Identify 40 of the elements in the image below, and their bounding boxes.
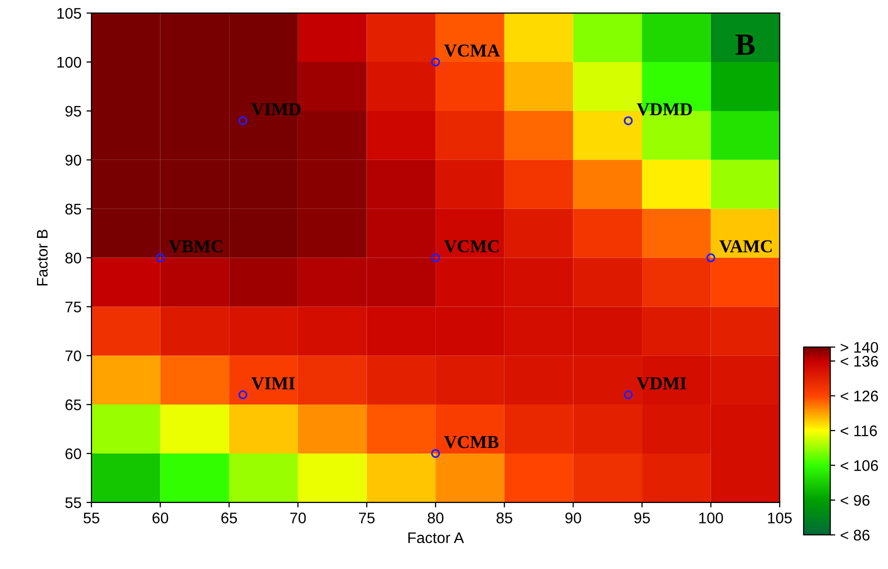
color-bar-label: < 96 — [840, 494, 870, 506]
y-axis-title: Factor B — [37, 230, 48, 286]
x-tick-label: 105 — [768, 512, 792, 524]
x-tick-label: 60 — [152, 512, 168, 524]
y-tick-label: 80 — [65, 252, 82, 264]
y-tick-label: 70 — [66, 350, 82, 362]
x-tick-label: 80 — [428, 512, 444, 524]
color-bar-label: < 136 — [840, 356, 878, 367]
color-bar-label: > 140 — [840, 342, 878, 353]
annotation: VIMI — [251, 377, 295, 390]
color-bar-label: < 126 — [840, 390, 878, 402]
x-tick-label: 90 — [565, 512, 582, 524]
y-tick-label: 55 — [65, 497, 82, 508]
x-axis-title: Factor A — [408, 532, 464, 544]
y-tick-label: 75 — [66, 302, 82, 312]
x-tick-label: 70 — [290, 512, 306, 524]
y-tick-label: 100 — [57, 56, 82, 68]
annotation: VCMC — [444, 240, 499, 252]
y-tick-label: 65 — [66, 399, 82, 410]
annotation: VIMD — [251, 103, 300, 116]
color-bar-label: < 86 — [840, 530, 870, 541]
annotation: VCMB — [444, 436, 499, 448]
annotation: VDMI — [636, 377, 686, 390]
color-bar-label: < 116 — [840, 425, 877, 436]
annotation: VAMC — [719, 240, 772, 252]
x-tick-label: 95 — [634, 512, 650, 524]
y-tick-label: 90 — [65, 154, 82, 166]
color-bar-label: < 106 — [840, 460, 878, 471]
x-tick-label: 75 — [359, 512, 375, 524]
y-tick-label: 60 — [66, 448, 82, 460]
x-tick-label: 85 — [496, 512, 512, 524]
x-tick-label: 65 — [221, 512, 237, 524]
annotation: VCMA — [444, 44, 500, 57]
annotation: B — [736, 34, 755, 55]
y-tick-label: 85 — [65, 204, 82, 215]
x-tick-label: 55 — [84, 512, 100, 524]
y-tick-label: 105 — [57, 8, 82, 19]
x-tick-label: 100 — [699, 512, 723, 524]
y-tick-label: 95 — [65, 106, 82, 117]
annotation: VBMC — [168, 240, 222, 252]
